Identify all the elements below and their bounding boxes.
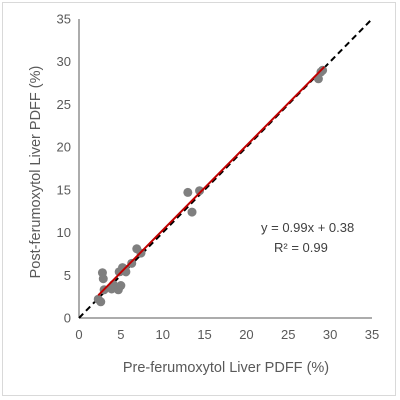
x-tick-label: 10 bbox=[155, 327, 169, 342]
x-tick-label: 20 bbox=[239, 327, 253, 342]
data-point bbox=[116, 281, 126, 291]
data-point bbox=[96, 297, 106, 307]
y-tick-label: 10 bbox=[57, 225, 71, 240]
regression-line bbox=[97, 66, 325, 297]
y-tick-label: 35 bbox=[57, 12, 71, 27]
y-tick-label: 5 bbox=[64, 268, 71, 283]
y-tick-label: 0 bbox=[64, 311, 71, 326]
x-tick-label: 5 bbox=[117, 327, 124, 342]
data-point bbox=[187, 207, 197, 217]
x-axis-title: Pre-ferumoxytol Liver PDFF (%) bbox=[123, 360, 329, 376]
x-tick-label: 35 bbox=[365, 327, 379, 342]
x-tick-label: 0 bbox=[75, 327, 82, 342]
data-point bbox=[98, 274, 108, 284]
y-tick-label: 20 bbox=[57, 140, 71, 155]
data-point bbox=[318, 65, 328, 75]
y-tick-label: 30 bbox=[57, 54, 71, 69]
data-point bbox=[183, 187, 193, 197]
y-tick-labels: 0 5 10 15 20 25 30 35 bbox=[57, 12, 71, 326]
y-tick-label: 25 bbox=[57, 97, 71, 112]
chart-frame bbox=[2, 2, 396, 396]
data-point bbox=[127, 258, 137, 268]
r-squared-label: R² = 0.99 bbox=[274, 240, 328, 255]
data-point bbox=[195, 186, 205, 196]
x-tick-label: 30 bbox=[323, 327, 337, 342]
y-axis-title: Post-ferumoxytol Liver PDFF (%) bbox=[28, 66, 44, 279]
y-tick-label: 15 bbox=[57, 182, 71, 197]
x-tick-labels: 0 5 10 15 20 25 30 35 bbox=[75, 327, 379, 342]
x-tick-label: 15 bbox=[197, 327, 211, 342]
equation-label: y = 0.99x + 0.38 bbox=[261, 220, 354, 235]
x-tick-label: 25 bbox=[281, 327, 295, 342]
